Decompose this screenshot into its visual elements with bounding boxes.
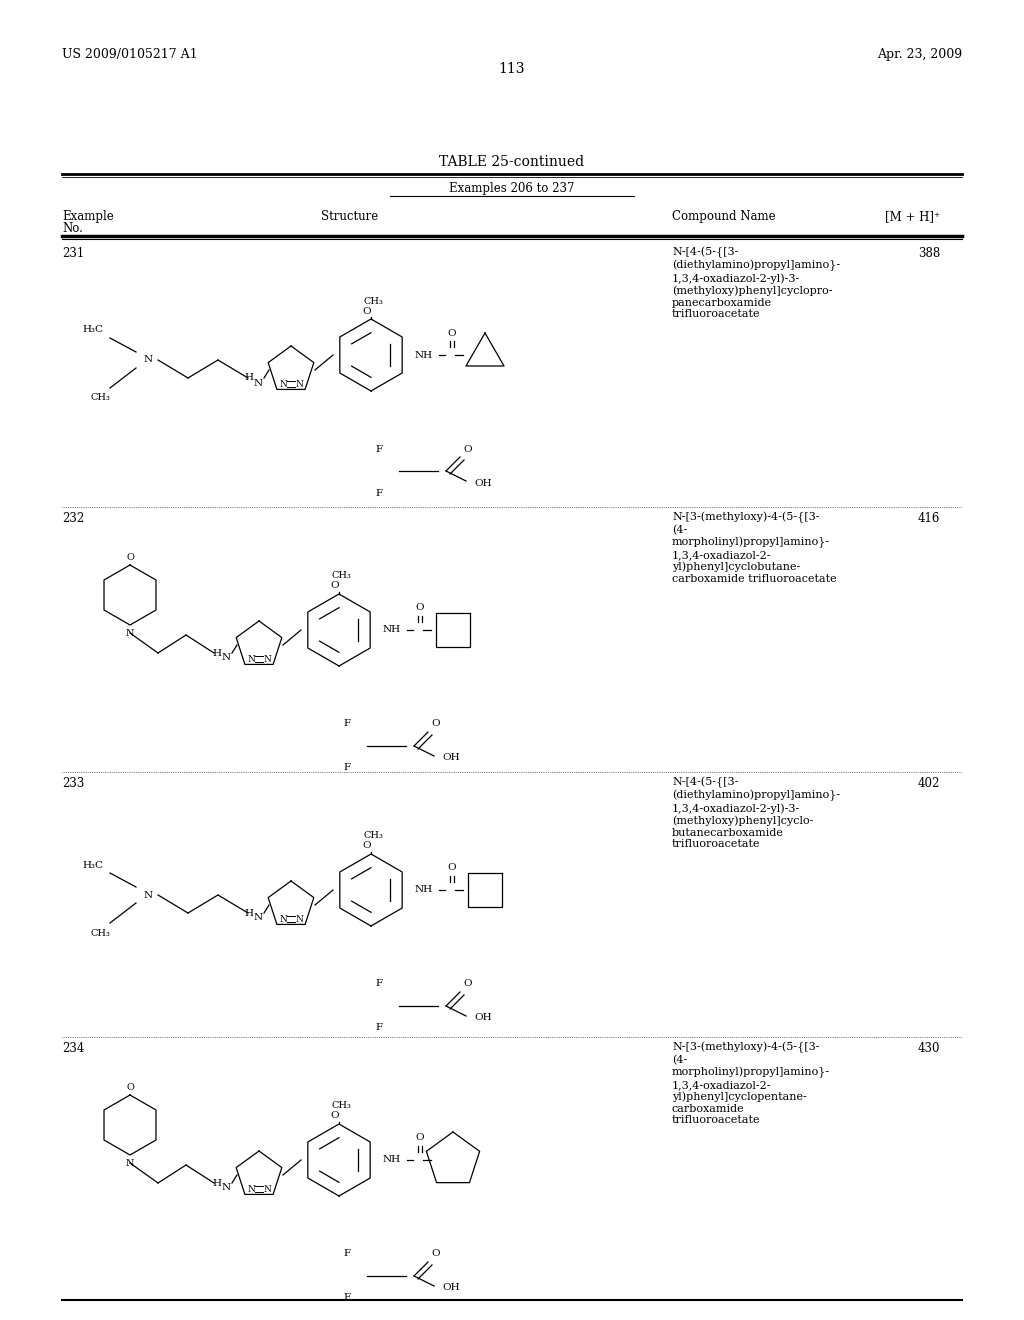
Text: NH: NH [383, 626, 401, 635]
Text: F: F [376, 488, 383, 498]
Text: F: F [376, 979, 383, 989]
Text: N: N [143, 891, 153, 899]
Text: H₃C: H₃C [83, 326, 103, 334]
Text: Apr. 23, 2009: Apr. 23, 2009 [877, 48, 962, 61]
Text: CH₃: CH₃ [90, 393, 110, 403]
Text: OH: OH [442, 1283, 460, 1292]
Text: H: H [244, 908, 253, 917]
Text: [M + H]⁺: [M + H]⁺ [885, 210, 940, 223]
Text: Structure: Structure [322, 210, 379, 223]
Text: F: F [376, 445, 383, 454]
Text: CH₃: CH₃ [331, 1101, 351, 1110]
Text: US 2009/0105217 A1: US 2009/0105217 A1 [62, 48, 198, 61]
Text: F: F [343, 719, 350, 729]
Text: N: N [254, 379, 263, 388]
Text: N-[3-(methyloxy)-4-(5-{[3-
(4-
morpholinyl)propyl]amino}-
1,3,4-oxadiazol-2-
yl): N-[3-(methyloxy)-4-(5-{[3- (4- morpholin… [672, 512, 837, 583]
Text: Compound Name: Compound Name [672, 210, 775, 223]
Text: O: O [362, 306, 372, 315]
Text: F: F [343, 1294, 350, 1303]
Text: O: O [126, 1082, 134, 1092]
Text: 231: 231 [62, 247, 84, 260]
Text: H: H [212, 1179, 221, 1188]
Text: 388: 388 [918, 247, 940, 260]
Text: 232: 232 [62, 512, 84, 525]
Text: N: N [126, 628, 134, 638]
Text: O: O [126, 553, 134, 561]
Text: O: O [362, 842, 372, 850]
Text: N: N [126, 1159, 134, 1167]
Text: N: N [263, 655, 271, 664]
Text: N-[4-(5-{[3-
(diethylamino)propyl]amino}-
1,3,4-oxadiazol-2-yl)-3-
(methyloxy)ph: N-[4-(5-{[3- (diethylamino)propyl]amino}… [672, 777, 840, 849]
Text: O: O [432, 1250, 440, 1258]
Text: N: N [295, 380, 303, 389]
Text: 402: 402 [918, 777, 940, 789]
Text: NH: NH [383, 1155, 401, 1164]
Text: O: O [447, 863, 457, 873]
Text: N: N [254, 913, 263, 923]
Text: O: O [416, 1134, 424, 1143]
Text: N: N [295, 915, 303, 924]
Text: O: O [432, 719, 440, 729]
Text: N: N [280, 915, 287, 924]
Text: 416: 416 [918, 512, 940, 525]
Text: N: N [222, 653, 231, 663]
Text: CH₃: CH₃ [331, 572, 351, 581]
Text: H: H [244, 374, 253, 383]
Text: F: F [343, 1250, 350, 1258]
Text: No.: No. [62, 222, 83, 235]
Text: CH₃: CH₃ [364, 297, 383, 305]
Text: N: N [263, 1185, 271, 1193]
Text: CH₃: CH₃ [90, 928, 110, 937]
Text: H₃C: H₃C [83, 861, 103, 870]
Text: OH: OH [474, 1014, 492, 1023]
Text: TABLE 25-continued: TABLE 25-continued [439, 154, 585, 169]
Text: Example: Example [62, 210, 114, 223]
Text: OH: OH [442, 754, 460, 763]
Text: N: N [143, 355, 153, 364]
Text: N: N [247, 1185, 255, 1193]
Text: 113: 113 [499, 62, 525, 77]
Text: CH₃: CH₃ [364, 832, 383, 841]
Text: OH: OH [474, 479, 492, 487]
Text: O: O [464, 445, 472, 454]
Text: N-[4-(5-{[3-
(diethylamino)propyl]amino}-
1,3,4-oxadiazol-2-yl)-3-
(methyloxy)ph: N-[4-(5-{[3- (diethylamino)propyl]amino}… [672, 247, 840, 319]
Text: F: F [376, 1023, 383, 1032]
Text: Examples 206 to 237: Examples 206 to 237 [450, 182, 574, 195]
Text: 234: 234 [62, 1041, 84, 1055]
Text: NH: NH [415, 886, 433, 895]
Text: H: H [212, 648, 221, 657]
Text: NH: NH [415, 351, 433, 359]
Text: F: F [343, 763, 350, 772]
Text: O: O [416, 603, 424, 612]
Text: 430: 430 [918, 1041, 940, 1055]
Text: 233: 233 [62, 777, 84, 789]
Text: O: O [331, 1111, 339, 1121]
Text: N: N [280, 380, 287, 389]
Text: N: N [222, 1184, 231, 1192]
Text: O: O [331, 582, 339, 590]
Text: O: O [464, 979, 472, 989]
Text: N-[3-(methyloxy)-4-(5-{[3-
(4-
morpholinyl)propyl]amino}-
1,3,4-oxadiazol-2-
yl): N-[3-(methyloxy)-4-(5-{[3- (4- morpholin… [672, 1041, 830, 1126]
Text: N: N [247, 655, 255, 664]
Text: O: O [447, 329, 457, 338]
